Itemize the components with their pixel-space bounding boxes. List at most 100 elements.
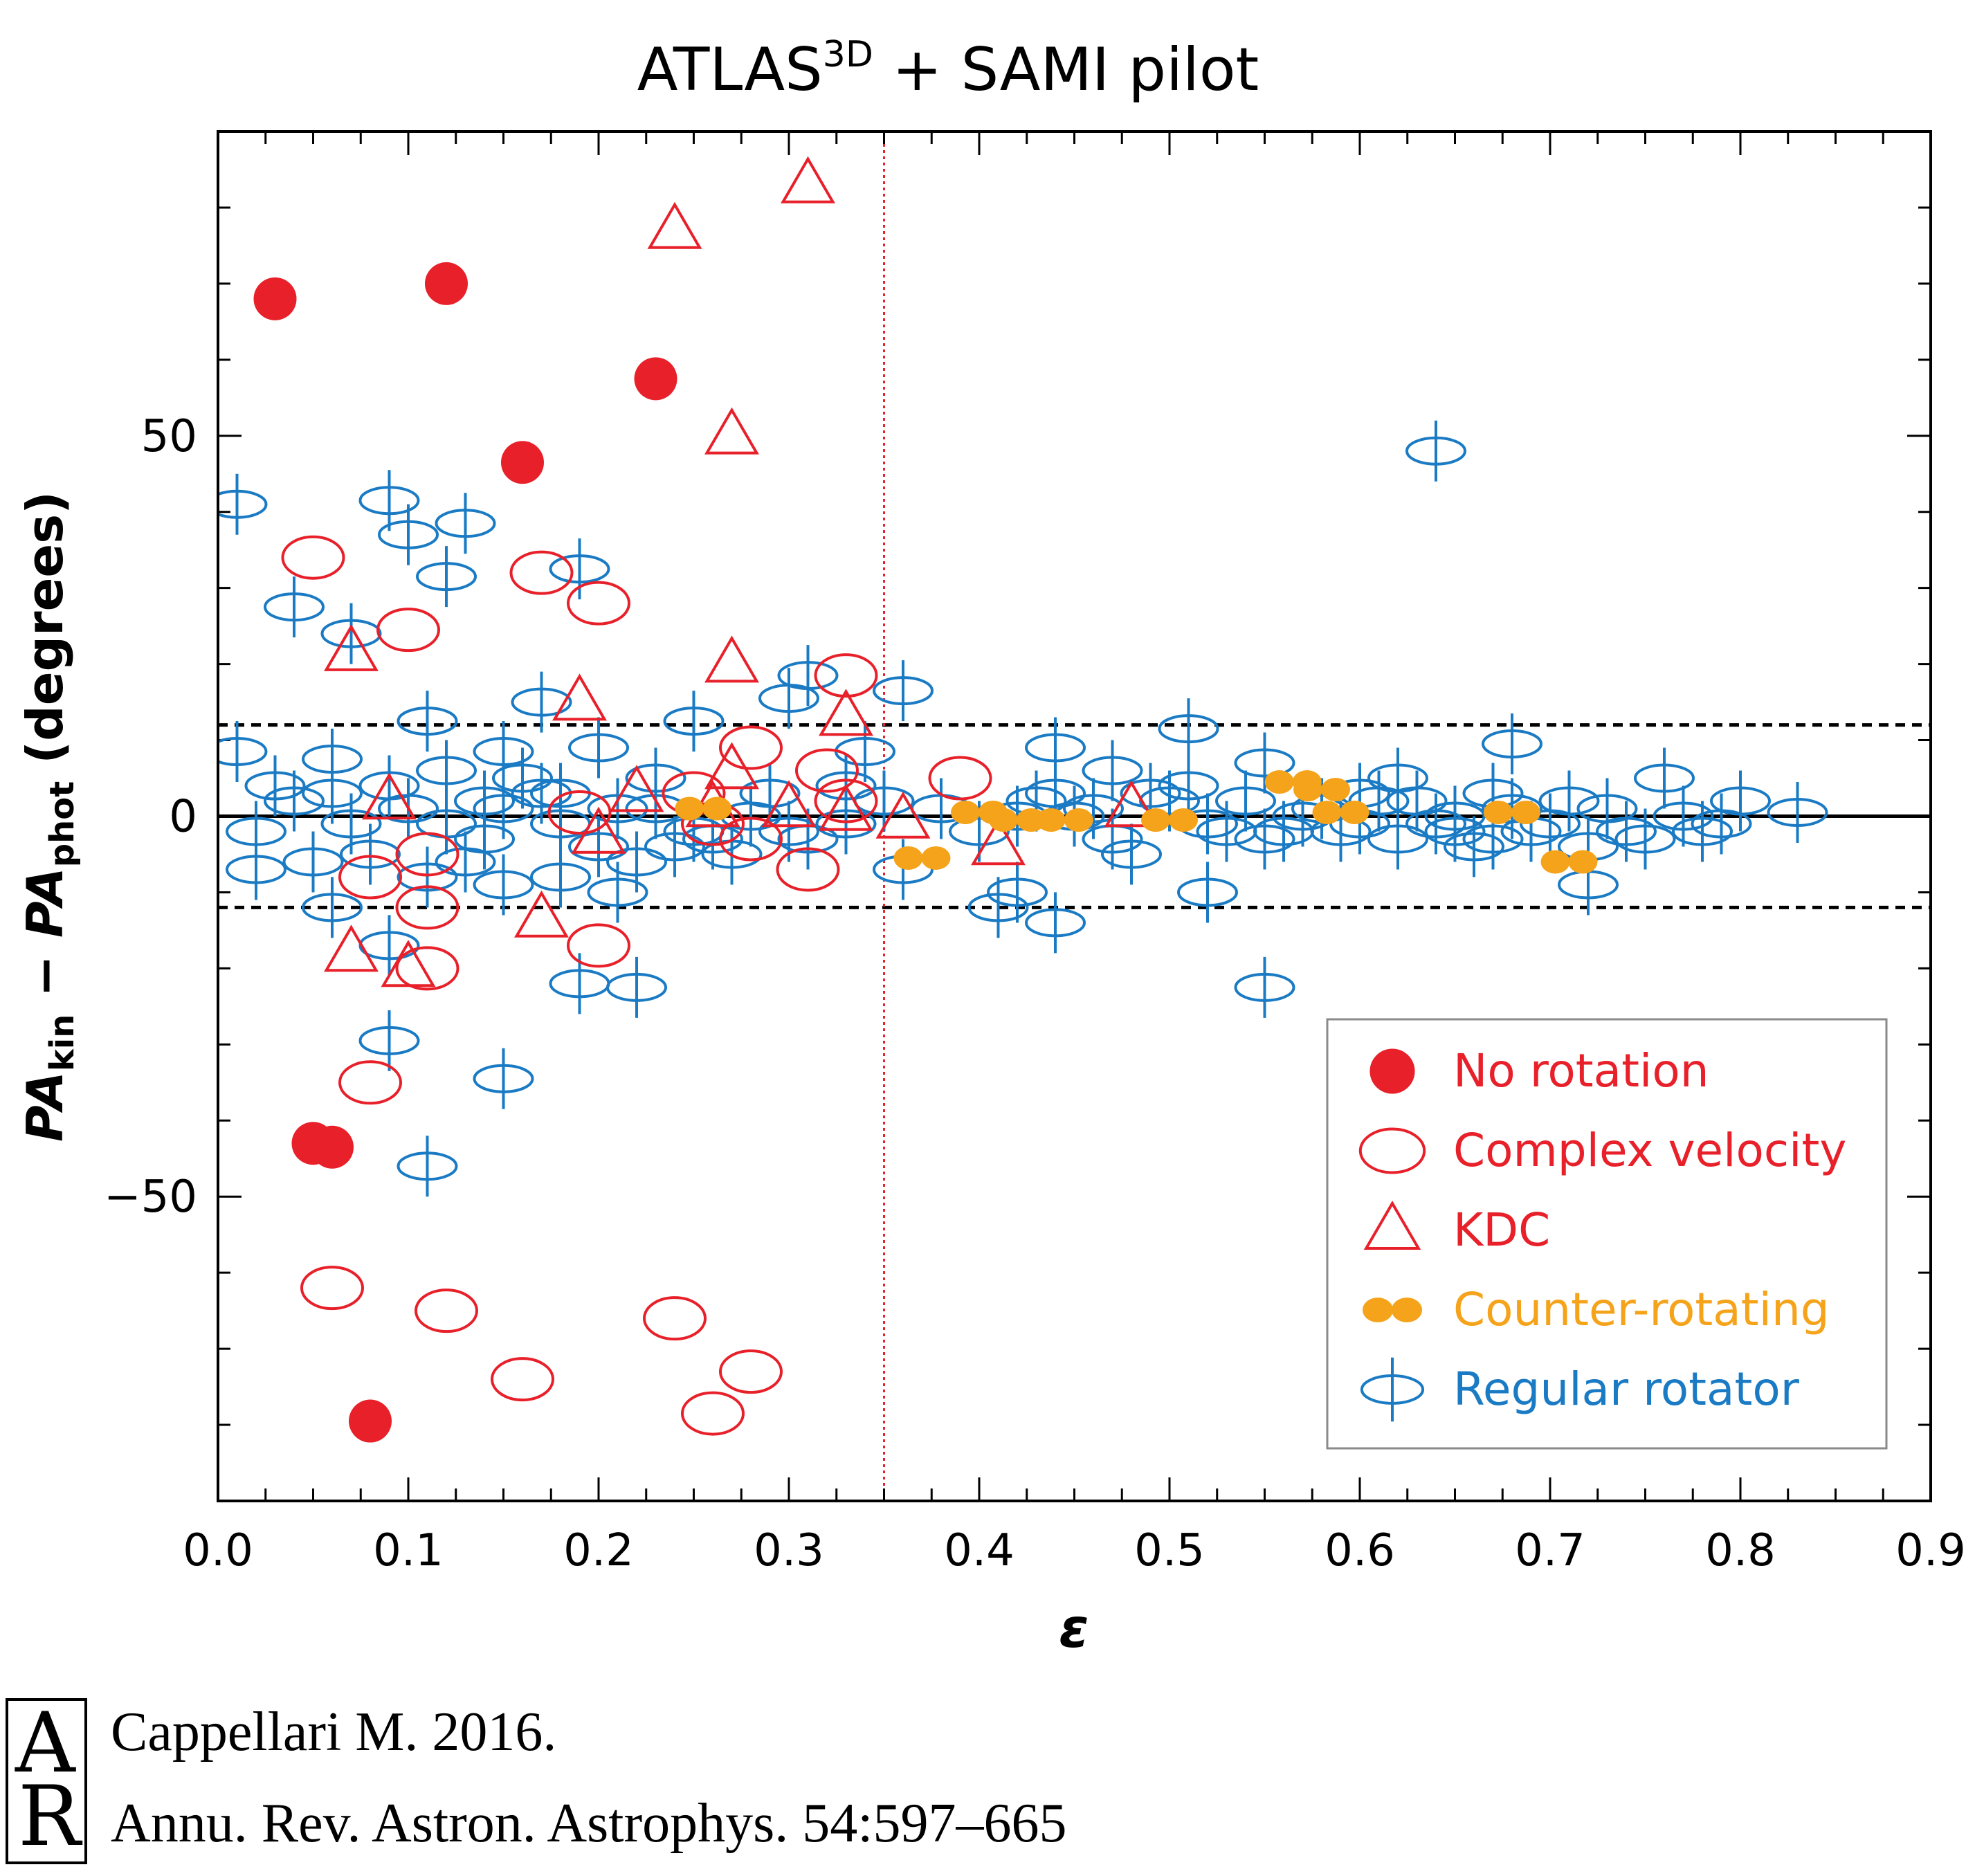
counter-rotating-marker [1293,778,1350,802]
complex-velocity-marker [776,847,840,892]
counter-rotating-marker [1362,1297,1423,1322]
counter-rotating-dot [1568,850,1598,874]
kdc-marker [609,765,664,812]
regular-rotator-marker [644,816,705,877]
x-tick-label: 0.8 [1705,1525,1776,1576]
regular-rotator-marker [815,793,877,855]
kdc-marker [971,818,1026,866]
counter-rotating-marker [1036,808,1093,832]
counter-rotating-dot [1017,808,1046,832]
kdc-marker [761,780,817,828]
kdc-marker [647,201,702,249]
kdc-marker [514,890,569,938]
complex-velocity-marker [509,550,574,595]
x-tick-label: 0.5 [1134,1525,1205,1576]
complex-velocity-marker [814,653,878,698]
regular-rotator-marker [1367,808,1428,870]
kdc-marker [819,783,873,831]
regular-rotator-marker [320,603,382,664]
complex-velocity-marker [719,817,783,862]
regular-rotator-marker [1177,862,1238,923]
regular-rotator-marker [1672,801,1733,862]
regular-rotator-marker [530,846,591,908]
regular-rotator-marker [397,1136,458,1197]
complex-velocity-marker [928,756,992,801]
regular-rotator-marker [1234,732,1295,794]
kdc-marker [1363,1200,1421,1250]
regular-rotator-marker [473,778,534,839]
counter-rotating-dot [951,801,980,825]
counter-rotating-dot [1312,801,1342,825]
regular-rotator-marker [1767,782,1828,844]
regular-rotator-marker [1158,698,1219,760]
regular-rotator-marker [1538,770,1600,832]
series-complex-velocity [281,535,992,1436]
regular-rotator-marker [511,671,572,733]
regular-rotator-marker [397,846,458,908]
regular-rotator-marker [397,691,458,752]
chart-title: ATLAS3D + SAMI pilot [637,34,1259,104]
regular-rotator-marker [967,877,1029,938]
complex-velocity-marker [338,855,402,900]
y-tick-label: 50 [141,411,197,462]
counter-rotating-marker [1484,801,1540,825]
regular-rotator-marker [244,755,306,817]
counter-rotating-dot [702,796,732,821]
regular-rotator-marker [1710,770,1771,832]
regular-rotator-marker [264,770,325,832]
complex-velocity-marker [338,1060,402,1105]
x-tick-label: 0.3 [754,1525,824,1576]
no-rotation-marker [311,1125,354,1169]
kdc-marker [781,156,835,203]
kdc-marker [552,673,607,721]
legend-label-regular-rotator: Regular rotator [1453,1363,1800,1416]
complex-velocity-marker [415,1288,478,1333]
regular-rotator-marker [987,862,1048,923]
plot-frame [217,130,1932,1502]
regular-rotator-marker [1634,747,1695,809]
counter-rotating-marker [989,808,1046,832]
no-rotation-marker [1369,1048,1415,1094]
complex-velocity-marker [491,1357,554,1402]
regular-rotator-marker [1614,808,1676,870]
pa-vs-ellipticity-chart: ATLAS3D + SAMI pilot PAkin − PAphot (deg… [16,34,1966,1660]
kdc-marker [819,689,873,736]
complex-velocity-marker [719,725,783,770]
kdc-marker [324,623,379,671]
complex-velocity-marker [281,535,345,580]
legend-label-kdc: KDC [1453,1203,1550,1257]
counter-rotating-dot [675,796,704,821]
kdc-marker [704,635,759,683]
regular-rotator-marker [1234,808,1295,870]
complex-velocity-marker [395,832,459,877]
kdc-marker [704,742,759,790]
counter-rotating-dot [893,846,923,870]
kdc-marker [1104,780,1159,828]
citation-journal: Annu. Rev. Astron. Astrophys. 54:597–665 [111,1793,1067,1854]
legend-box [1326,1018,1888,1450]
logo-letter-r: R [18,1769,81,1865]
counter-rotating-dot [1484,801,1513,825]
counter-rotating-marker [1141,808,1198,832]
citation-block: A R Cappellari M. 2016. Annu. Rev. Astro… [0,1688,1246,1875]
regular-rotator-marker [606,831,667,893]
counter-rotating-dot [1511,801,1540,825]
counter-rotating-dot [1036,808,1066,832]
x-tick-label: 0.4 [944,1525,1014,1576]
series-no-rotation [253,262,677,1443]
no-rotation-marker [634,357,677,401]
complex-velocity-marker [643,1296,707,1341]
counter-rotating-marker [1312,801,1369,825]
regular-rotator-marker [1482,713,1542,775]
x-tick-label: 0.7 [1515,1525,1585,1576]
regular-rotator-marker [1082,740,1143,801]
complex-velocity-marker [795,748,859,793]
x-tick-label: 0.0 [183,1525,253,1576]
regular-rotator-marker [416,546,477,608]
regular-rotator-marker [1025,892,1086,954]
kdc-marker [362,772,417,820]
counter-rotating-dot [1340,801,1369,825]
counter-rotating-dot [1264,770,1294,794]
regular-rotator-marker [320,793,382,855]
x-tick-label: 0.2 [563,1525,634,1576]
